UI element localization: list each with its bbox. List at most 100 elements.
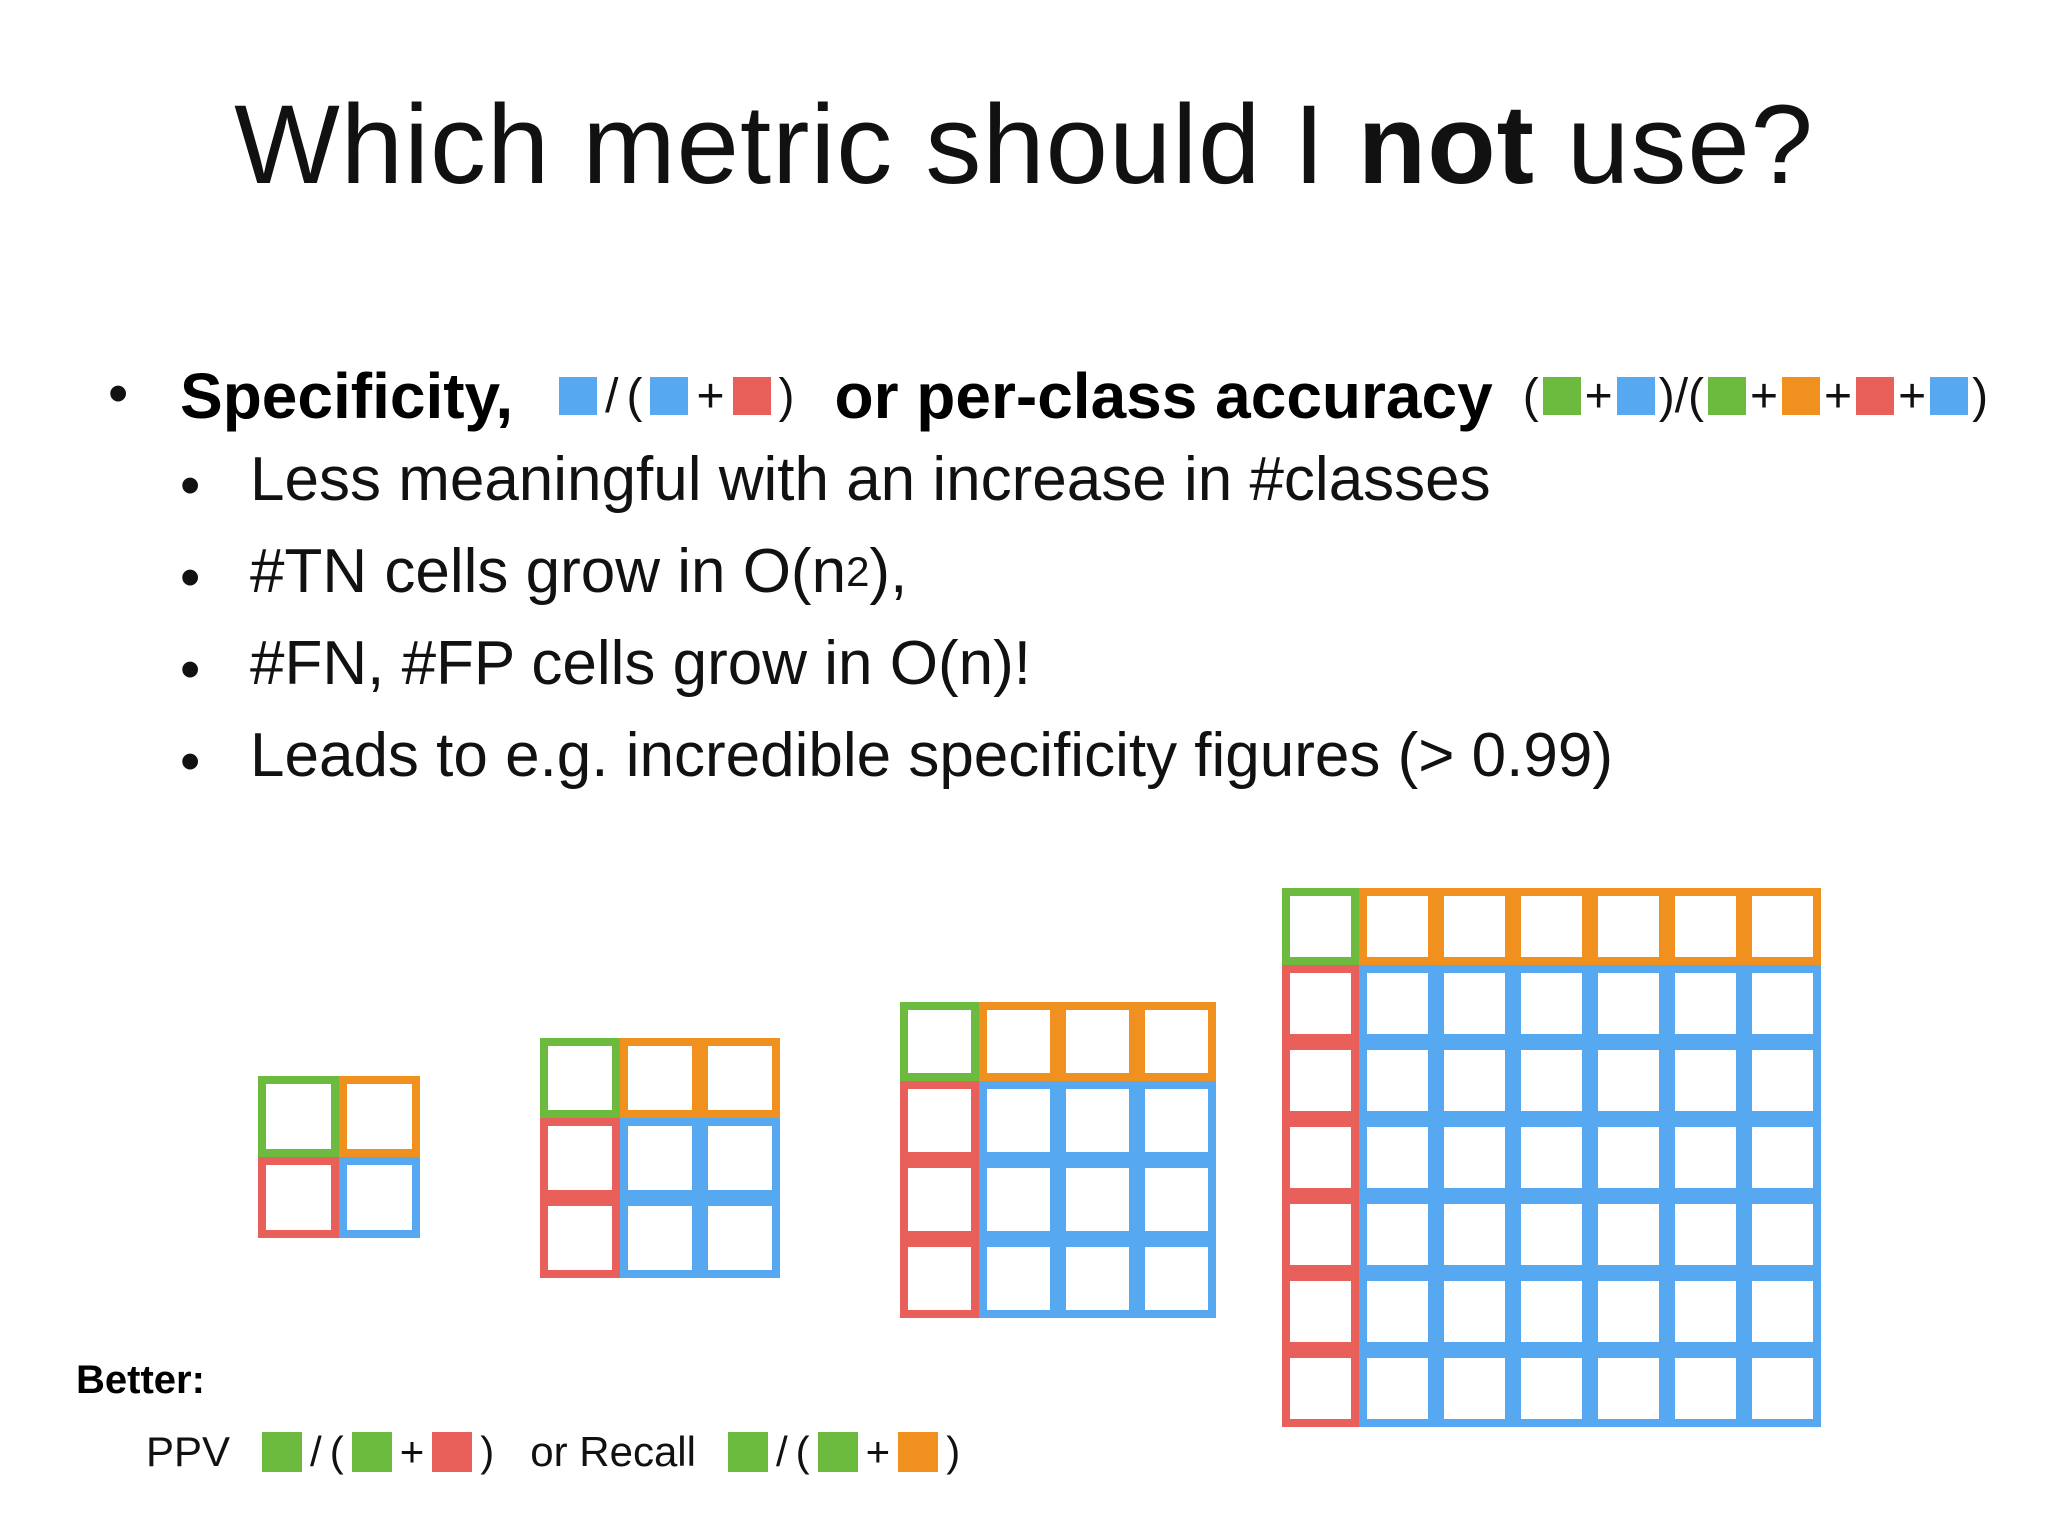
tn-cell	[1359, 1119, 1436, 1196]
tn-cell	[1359, 1273, 1436, 1350]
tn-cell	[1590, 1196, 1667, 1273]
tn-cell	[1590, 965, 1667, 1042]
tn-cell	[1436, 1273, 1513, 1350]
fp-cell	[900, 1081, 979, 1160]
sub-bullet: #FN, #FP cells grow in O(n)!	[250, 629, 1031, 698]
fn-square	[1782, 377, 1821, 415]
tn-cell	[1513, 1196, 1590, 1273]
fn-cell	[1058, 1002, 1137, 1081]
fp-cell	[1282, 1273, 1359, 1350]
tn-cell	[1359, 1196, 1436, 1273]
sub-bullet: #TN cells grow in O(n 2),	[250, 537, 908, 606]
tn-cell	[1436, 1350, 1513, 1427]
tn-cell	[1137, 1160, 1216, 1239]
tn-cell	[1513, 965, 1590, 1042]
tn-cell	[1744, 1196, 1821, 1273]
fn-square	[898, 1432, 939, 1472]
fn-cell	[700, 1038, 780, 1118]
slide-title: Which metric should I not use?	[0, 80, 2048, 209]
main-bullet: Specificity, / ( + ) or per-class accura…	[180, 356, 1988, 436]
tn-cell	[1359, 965, 1436, 1042]
tn-cell	[1359, 1350, 1436, 1427]
fp-cell	[1282, 1350, 1359, 1427]
specificity-label: Specificity,	[180, 360, 514, 432]
fp-cell	[540, 1198, 620, 1278]
fp-cell	[1282, 965, 1359, 1042]
fn-cell	[1359, 888, 1436, 965]
fn-cell	[1590, 888, 1667, 965]
recall-label: or Recall	[530, 1428, 696, 1475]
fn-cell	[979, 1002, 1058, 1081]
fn-cell	[1667, 888, 1744, 965]
accuracy-formula: ( + )/( + + + )	[1522, 369, 1989, 423]
tn-cell	[700, 1118, 780, 1198]
tp-cell	[900, 1002, 979, 1081]
tp-square	[727, 1432, 768, 1472]
tn-cell	[339, 1157, 420, 1238]
tn-square	[559, 377, 598, 415]
confusion-matrix-2x2	[258, 1076, 420, 1238]
fp-cell	[1282, 1119, 1359, 1196]
tn-cell	[1137, 1239, 1216, 1318]
tn-cell	[1513, 1273, 1590, 1350]
ppv-label: PPV	[146, 1428, 231, 1475]
tn-cell	[1436, 1196, 1513, 1273]
tn-square	[1930, 377, 1969, 415]
bullet-marker: •	[108, 361, 129, 426]
bullet-marker: •	[180, 637, 201, 702]
tn-cell	[1513, 1042, 1590, 1119]
tn-cell	[1744, 1042, 1821, 1119]
confusion-matrix-4x4	[900, 1002, 1216, 1318]
tn-cell	[1436, 1119, 1513, 1196]
tn-cell	[1058, 1081, 1137, 1160]
fn-cell	[1137, 1002, 1216, 1081]
tn-cell	[1667, 965, 1744, 1042]
fn-cell	[620, 1038, 700, 1118]
tn-cell	[1137, 1081, 1216, 1160]
tn-cell	[1744, 1350, 1821, 1427]
specificity-formula: / ( + )	[555, 369, 798, 424]
tn-cell	[1058, 1160, 1137, 1239]
tn-cell	[1058, 1239, 1137, 1318]
fp-square	[432, 1432, 473, 1472]
confusion-matrix-3x3	[540, 1038, 780, 1278]
fn-cell	[1513, 888, 1590, 965]
fp-cell	[1282, 1042, 1359, 1119]
bullet-marker: •	[180, 453, 201, 518]
tn-cell	[1436, 1042, 1513, 1119]
tn-cell	[979, 1081, 1058, 1160]
tp-square	[1708, 377, 1747, 415]
bullet-marker: •	[180, 545, 201, 610]
tn-cell	[620, 1198, 700, 1278]
tn-cell	[1590, 1273, 1667, 1350]
bullet-marker: •	[180, 729, 201, 794]
title-text-post: use?	[1534, 82, 1814, 207]
fp-cell	[1282, 1196, 1359, 1273]
tn-cell	[1667, 1042, 1744, 1119]
tn-square	[650, 377, 689, 415]
fp-cell	[900, 1160, 979, 1239]
tn-cell	[1667, 1196, 1744, 1273]
tn-cell	[1744, 965, 1821, 1042]
tp-cell	[540, 1038, 620, 1118]
fp-cell	[258, 1157, 339, 1238]
title-text-bold: not	[1357, 82, 1535, 207]
tp-cell	[258, 1076, 339, 1157]
tn-cell	[1513, 1119, 1590, 1196]
tn-cell	[1667, 1350, 1744, 1427]
tn-cell	[1667, 1119, 1744, 1196]
tn-cell	[1513, 1350, 1590, 1427]
fn-cell	[339, 1076, 420, 1157]
fp-square	[732, 377, 771, 415]
fp-cell	[540, 1118, 620, 1198]
sub-bullet: Less meaningful with an increase in #cla…	[250, 445, 1491, 514]
tn-cell	[979, 1160, 1058, 1239]
better-formulas: PPV / ( + ) or Recall / ( + )	[146, 1428, 961, 1475]
tn-cell	[700, 1198, 780, 1278]
tn-cell	[1359, 1042, 1436, 1119]
tn-cell	[1436, 965, 1513, 1042]
tn-cell	[1744, 1273, 1821, 1350]
tn-cell	[1744, 1119, 1821, 1196]
tp-cell	[1282, 888, 1359, 965]
